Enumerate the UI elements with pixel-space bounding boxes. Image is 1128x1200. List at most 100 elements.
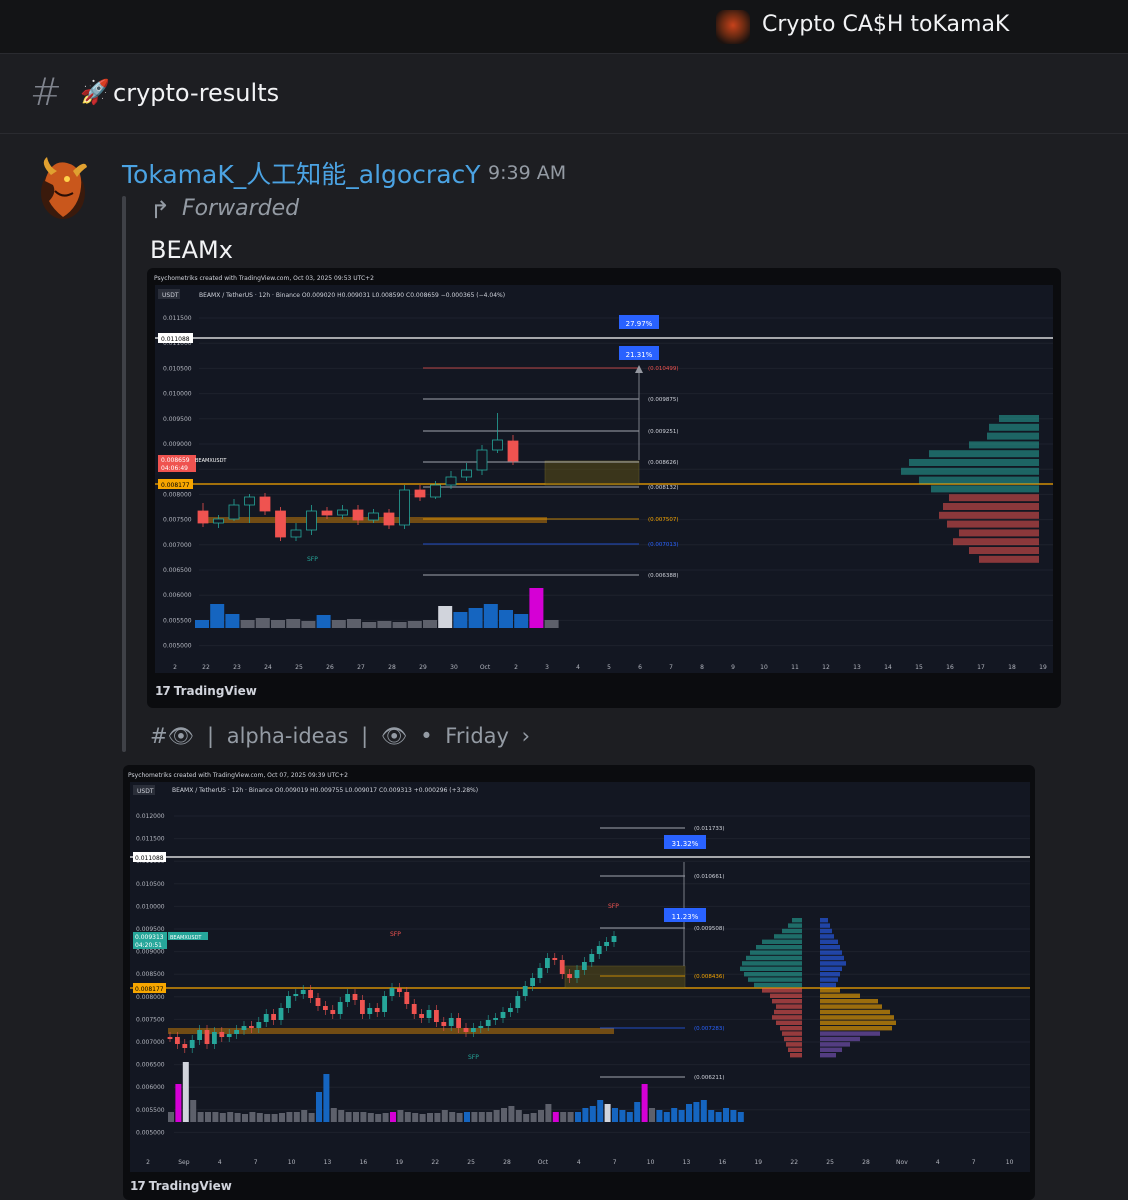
y-tick-label: 0.007000 [163, 542, 192, 549]
volume-profile-bar [762, 939, 802, 944]
volume-profile-bar [820, 1015, 894, 1020]
candle-body [197, 1030, 202, 1040]
volume-bar [190, 1100, 197, 1122]
volume-bar [671, 1108, 678, 1122]
volume-profile-bar [792, 918, 802, 923]
y-tick-label: 0.008000 [136, 994, 165, 1001]
pct1-label: 27.97% [626, 320, 653, 328]
white-tag-2-bg [133, 852, 166, 862]
volume-profile-bar [820, 923, 830, 928]
volume-bar [219, 1113, 226, 1122]
volume-bar [545, 1104, 552, 1122]
y-tick-label: 0.005500 [163, 617, 192, 624]
tradingview-logo[interactable]: 17 TradingView [155, 684, 257, 698]
fib-label: (0.007283) [694, 1026, 725, 1032]
x-tick-label: 13 [853, 664, 861, 671]
x-tick-label: 2 [146, 1159, 150, 1166]
volume-bar [515, 1110, 522, 1122]
fib-label: (0.007013) [648, 542, 679, 548]
volume-profile-bar [953, 538, 1039, 546]
volume-bar [227, 1112, 234, 1122]
candle-body [492, 439, 503, 451]
volume-profile-bar [750, 950, 802, 955]
author-name[interactable]: TokamaK_人工知能_algocracY [122, 160, 481, 189]
volume-bar [293, 1112, 300, 1122]
y-tick-label: 0.006000 [163, 592, 192, 599]
candle-body [559, 960, 565, 974]
volume-bar [331, 620, 346, 628]
source-dot: • [420, 724, 433, 748]
chart-image-1[interactable]: Psychometriks created with TradingView.c… [147, 268, 1061, 708]
candle-body [337, 1002, 343, 1014]
volume-profile-bar [820, 955, 844, 961]
message-text: BEAMx [150, 236, 233, 264]
sfp-label-4: SFP [468, 1054, 479, 1061]
volume-profile-bar [919, 476, 1039, 484]
volume-profile-bar [784, 1036, 802, 1042]
price-symbol: BEAMXUSDT [195, 458, 227, 464]
server-avatar-icon[interactable] [716, 10, 750, 44]
x-tick-label: 19 [754, 1159, 762, 1166]
volume-profile-bar [820, 1009, 890, 1015]
volume-bar [656, 1110, 663, 1122]
forward-bar [122, 196, 126, 752]
volume-bar [471, 1112, 478, 1122]
chart-image-2[interactable]: Psychometriks created with TradingView.c… [123, 765, 1035, 1200]
x-tick-label: 2 [514, 664, 518, 671]
volume-bar [256, 1113, 263, 1122]
message-timestamp[interactable]: 9:39 AM [488, 162, 567, 184]
x-tick-label: 19 [1039, 664, 1047, 671]
volume-bar [453, 612, 468, 628]
author-avatar[interactable] [33, 153, 93, 223]
x-tick-label: 9 [731, 664, 735, 671]
x-tick-label: 26 [326, 664, 334, 671]
x-tick-label: 17 [977, 664, 985, 671]
volume-bar [286, 1112, 293, 1122]
y-tick-label: 0.005000 [163, 643, 192, 650]
candles-2 [167, 931, 617, 1053]
tradingview-logo-2[interactable]: 17 TradingView [130, 1179, 232, 1193]
candle-body [175, 1037, 180, 1044]
candle-body [508, 1008, 513, 1012]
chart-2-x-ticks: 2 Sep 4 7 10 13 16 19 22 25 28 Oct 4 7 10 13 16 19 22 25 28 N… [146, 1159, 1014, 1166]
volume-bar [575, 1112, 581, 1122]
volume-bar [397, 1110, 404, 1122]
volume-profile-bar [820, 1026, 892, 1031]
y-tick-label: 0.011500 [163, 315, 192, 322]
y-tick-label: 0.005500 [136, 1107, 165, 1114]
x-tick-label: 18 [1008, 664, 1016, 671]
forwarded-label: Forwarded [182, 196, 300, 221]
volume-bar [301, 1110, 308, 1122]
candle-body [507, 440, 519, 462]
y-tick-label: 0.007000 [136, 1039, 165, 1046]
y-tick-label: 0.011000 [163, 340, 192, 347]
volume-bar [604, 1104, 611, 1122]
chart-1-x-ticks: 2 22 23 24 25 26 27 28 29 30 Oct 2 3 4 5 6 7 8 9 10 11 12 13 14… [173, 664, 1047, 671]
x-tick-label: 6 [638, 664, 642, 671]
volume-profile-bar [820, 982, 836, 988]
volume-bar [700, 1100, 707, 1122]
server-name[interactable]: Crypto CA$H toKamaK [762, 12, 1010, 37]
candle-body [426, 1010, 432, 1018]
candle-body [263, 1014, 269, 1022]
volume-bar [382, 1113, 389, 1122]
candle-body [271, 1014, 276, 1020]
y-tick-label: 0.010000 [136, 903, 165, 910]
channel-name[interactable]: crypto-results [113, 79, 280, 107]
candle-body [226, 1034, 232, 1037]
price-tag: 0.008659 [161, 457, 190, 464]
volume-bar [544, 620, 559, 628]
x-tick-label: 28 [862, 1159, 870, 1166]
volume-profile-bar [754, 982, 802, 988]
white-tag-2: 0.011088 [135, 855, 164, 862]
candle-body [234, 1030, 239, 1034]
candle-body [360, 1000, 365, 1014]
y-tick-label: 0.007500 [163, 517, 192, 524]
forward-source[interactable]: #👁 | alpha-ideas | 👁 • Friday › [150, 724, 536, 749]
chart-1-canvas: USDT BEAMX / TetherUS · 12h · Binance O0… [155, 285, 1053, 673]
candle-body [306, 510, 317, 531]
volume-profile-bar [820, 934, 834, 939]
volume-bar [678, 1110, 685, 1122]
volume-profile-bar [820, 972, 840, 977]
volume-bar [375, 1114, 382, 1122]
